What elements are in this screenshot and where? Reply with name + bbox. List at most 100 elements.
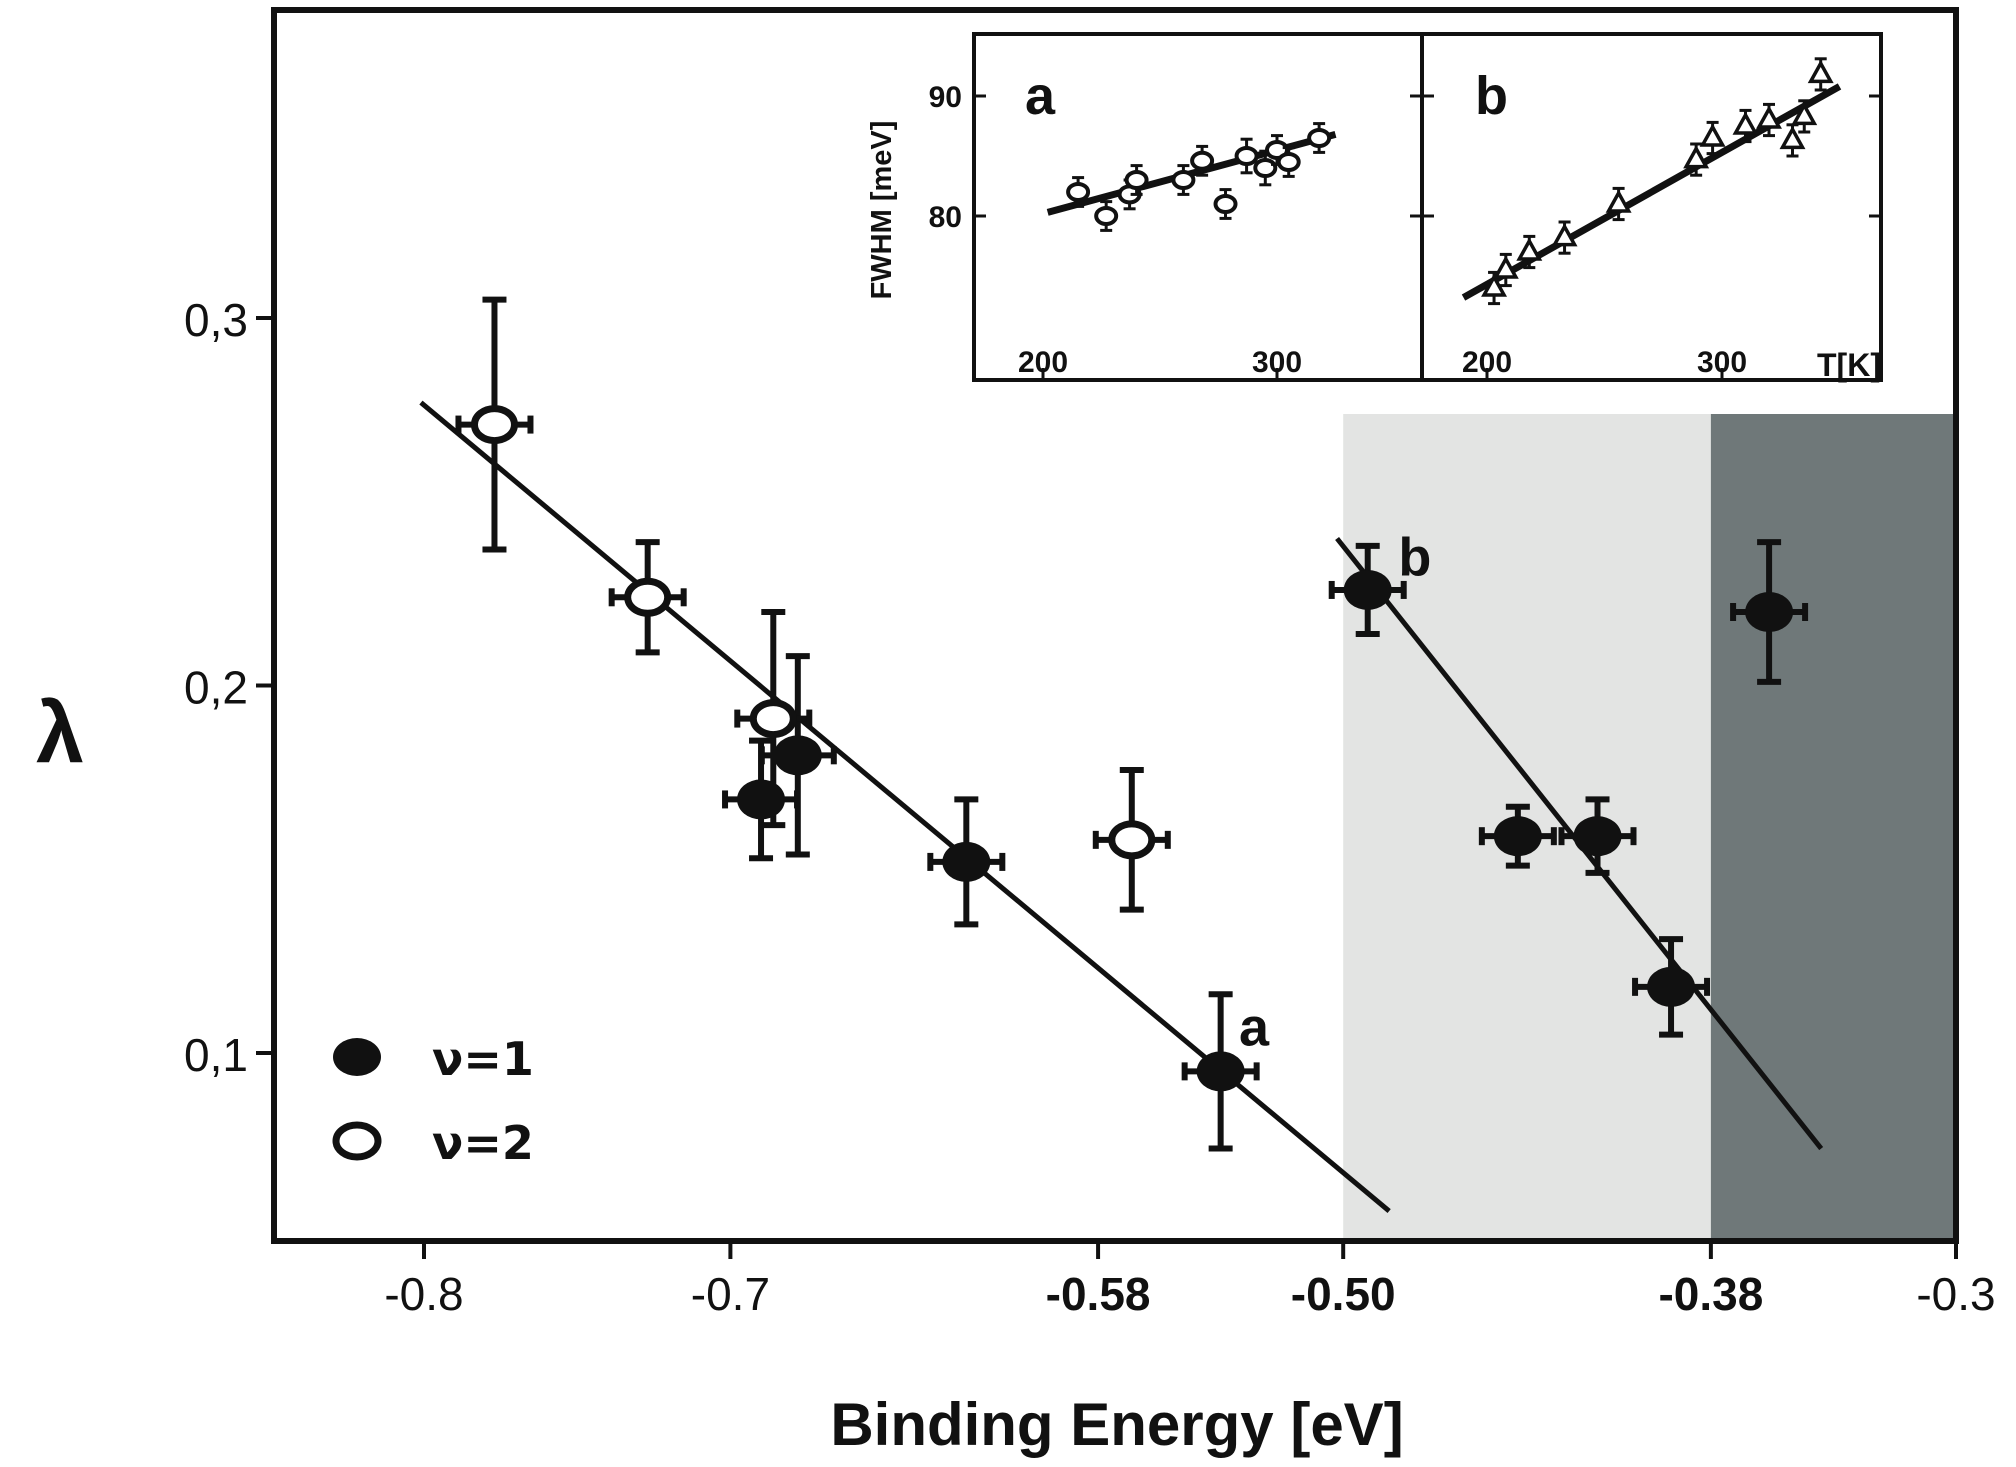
inset-marker-circle xyxy=(1307,128,1332,148)
axis-ticks: -0.8 -0.7 -0.58 -0.50 -0.38 -0.3 0,3 0,2 0,1 xyxy=(184,294,1996,1320)
inset-marker-circle xyxy=(1234,146,1259,166)
inset-point xyxy=(1807,57,1834,92)
legend-label-nu1: ν=1 xyxy=(432,1032,534,1086)
inset-point xyxy=(1699,120,1726,156)
marker-open xyxy=(470,405,518,445)
inset-point xyxy=(1756,102,1782,138)
inset-marker-circle xyxy=(1276,152,1301,172)
inset-y-tick-label: 90 xyxy=(929,81,962,114)
inset-point xyxy=(1791,99,1818,134)
point-nu1-5 xyxy=(1328,542,1407,638)
x-tick-label: -0.50 xyxy=(1291,1268,1396,1320)
inset-point xyxy=(1190,144,1215,177)
x-tick-label: -0.58 xyxy=(1046,1268,1151,1320)
point-nu2-1 xyxy=(455,296,534,553)
inset-marker-triangle xyxy=(1605,189,1632,213)
inset-point xyxy=(1276,146,1301,178)
inset-x-tick-label: 300 xyxy=(1697,346,1747,379)
point-nu2-3 xyxy=(734,609,813,829)
marker-filled xyxy=(1573,816,1622,857)
y-axis-title: λ xyxy=(36,685,84,781)
point-nu1-8 xyxy=(1632,936,1711,1038)
inset-x-axis-title: T[K] xyxy=(1817,347,1881,383)
marker-filled xyxy=(737,779,786,820)
shaded-region-2 xyxy=(1710,414,1956,1241)
marker-open xyxy=(624,577,672,617)
marker-open xyxy=(749,699,797,739)
inset-panel-b-label: b xyxy=(1475,66,1508,126)
legend-label-nu2: ν=2 xyxy=(432,1116,534,1170)
inset-point xyxy=(1066,176,1091,208)
inset-marker-triangle xyxy=(1481,273,1508,297)
inset-marker-circle xyxy=(1124,170,1149,190)
fit-line-a xyxy=(419,400,1391,1213)
inset-point xyxy=(1124,164,1149,196)
inset-panel-a: 200 300 xyxy=(974,94,1422,380)
inset-frame xyxy=(972,32,1883,382)
plot-frame xyxy=(271,7,1959,1244)
inset-point xyxy=(1171,164,1196,196)
x-tick-label: -0.8 xyxy=(384,1268,463,1320)
inset-x-tick-label: 200 xyxy=(1018,346,1068,379)
inset-y-tick-label: 80 xyxy=(929,201,962,234)
x-tick-label: -0.3 xyxy=(1916,1268,1995,1320)
point-nu1-7 xyxy=(1558,796,1637,876)
inset-point xyxy=(1492,252,1519,288)
marker-filled xyxy=(1647,966,1696,1007)
inset-x-tick-label: 300 xyxy=(1252,346,1302,379)
marker-filled xyxy=(942,841,991,882)
marker-filled xyxy=(1745,592,1794,632)
data-points xyxy=(455,296,1809,1152)
inset-marker-circle xyxy=(1253,158,1278,178)
inset-panel-a-label: a xyxy=(1025,66,1056,126)
inset-point xyxy=(1516,234,1543,270)
marker-filled xyxy=(1196,1051,1245,1092)
inset-panel-b: 200 300 xyxy=(1422,57,1881,380)
inset-marker-triangle xyxy=(1779,125,1806,150)
inset-point xyxy=(1213,188,1238,220)
point-nu1-6 xyxy=(1478,803,1557,869)
x-tick-label: -0.7 xyxy=(691,1268,770,1320)
point-nu2-2 xyxy=(608,539,687,656)
inset-y-axis-title: FWHM [meV] xyxy=(866,121,898,300)
marker-open xyxy=(1108,820,1156,860)
inset-marker-triangle xyxy=(1683,144,1710,169)
y-tick-label: 0,2 xyxy=(184,662,248,714)
inset-marker-triangle xyxy=(1492,255,1519,279)
inset-point xyxy=(1234,137,1259,175)
inset-point xyxy=(1683,142,1710,177)
point-nu1-3 xyxy=(927,796,1006,928)
inset-point xyxy=(1094,200,1119,232)
legend-marker-open xyxy=(332,1121,382,1161)
inset-marker-circle xyxy=(1190,150,1215,171)
marker-filled xyxy=(773,735,822,776)
legend: ν=1 ν=2 xyxy=(332,1032,534,1170)
inset-marker-triangle xyxy=(1732,111,1759,135)
inset-marker-triangle xyxy=(1516,237,1543,261)
inset-point xyxy=(1732,108,1759,144)
inset-background xyxy=(974,34,1881,380)
inset-panel: 200 300 200 300 90 80 a b FWHM [meV] T[K] xyxy=(866,32,1883,383)
point-nu1-4 xyxy=(1181,991,1260,1152)
main-plot: ab -0.8 -0.7 -0.58 -0.50 -0.38 -0.30,30,20,1 … xyxy=(36,7,1996,1458)
shaded-regions xyxy=(1343,414,1956,1241)
y-tick-label: 0,3 xyxy=(184,294,248,346)
inset-marker-triangle xyxy=(1807,59,1834,84)
x-axis-title: Binding Energy [eV] xyxy=(830,1391,1403,1458)
inset-marker-triangle xyxy=(1791,101,1818,126)
inset-marker-circle xyxy=(1094,206,1119,226)
inset-marker-triangle xyxy=(1756,105,1782,129)
x-tick-label: -0.38 xyxy=(1658,1268,1763,1320)
legend-marker-filled xyxy=(333,1038,381,1076)
y-tick-label: 0,1 xyxy=(184,1029,248,1081)
inset-marker-circle xyxy=(1066,182,1091,202)
fit-label-a: a xyxy=(1239,998,1270,1058)
inset-point xyxy=(1253,149,1278,187)
marker-filled xyxy=(1493,816,1542,857)
inset-content: 200 300 200 300 90 80 xyxy=(929,57,1881,380)
point-nu1-9 xyxy=(1730,539,1809,685)
inset-marker-circle xyxy=(1213,194,1238,214)
inset-point xyxy=(1605,186,1632,222)
inset-marker-circle xyxy=(1171,170,1196,190)
